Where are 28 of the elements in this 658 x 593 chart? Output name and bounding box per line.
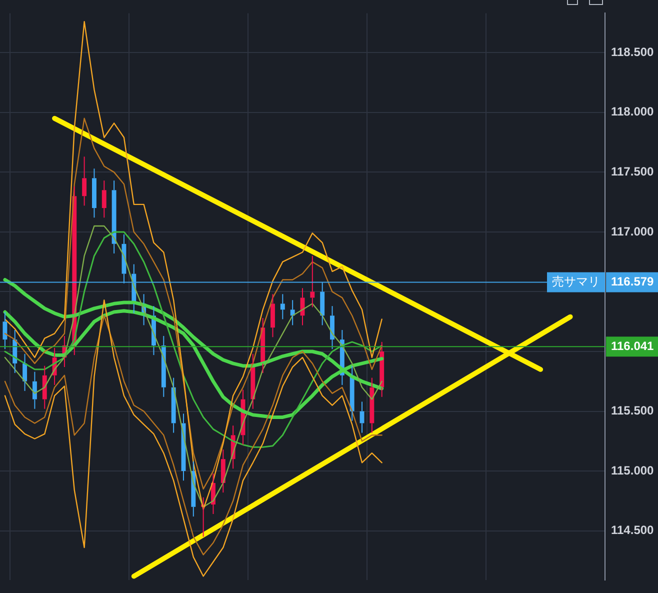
y-tick-label: 115.000 — [611, 463, 654, 478]
text: 116.041 — [611, 338, 654, 353]
candlestick — [270, 294, 275, 338]
y-tick-label: 117.000 — [611, 224, 654, 238]
candlestick — [2, 312, 8, 350]
candlestick — [32, 371, 37, 410]
ref-line-label: 売サマリ — [552, 274, 600, 288]
candlestick — [122, 234, 126, 284]
candlestick — [310, 255, 315, 308]
text: 116.579 — [611, 274, 654, 289]
candlestick — [370, 377, 374, 434]
candlestick — [22, 353, 28, 392]
y-tick-label: 115.500 — [611, 404, 654, 418]
y-tick-label: 114.500 — [611, 523, 654, 538]
candlestick — [112, 180, 116, 254]
y-tick-label: 118.000 — [611, 104, 654, 119]
candlestick — [220, 449, 226, 494]
candlestick — [320, 282, 325, 326]
candlestick — [102, 180, 106, 218]
candlestick — [161, 335, 166, 398]
candlestick — [42, 365, 47, 410]
y-tick-label: 117.500 — [611, 164, 654, 178]
candlestick — [280, 294, 285, 320]
candlestick — [92, 168, 96, 218]
y-tick-label: 118.500 — [611, 44, 654, 59]
candlestick — [82, 156, 87, 206]
candlestick — [171, 377, 176, 434]
candlestick — [330, 306, 334, 350]
